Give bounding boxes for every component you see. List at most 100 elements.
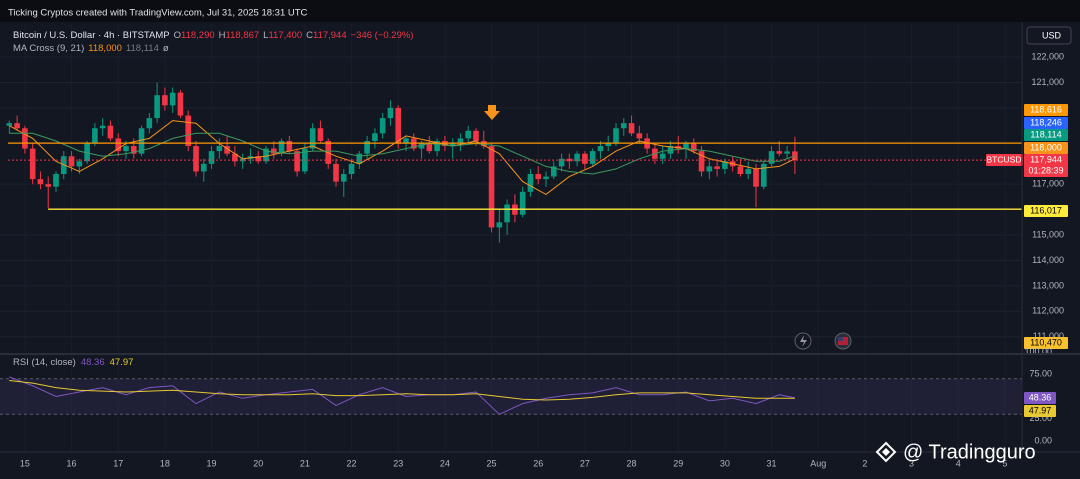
x-tick-label: 5	[1002, 458, 1007, 468]
x-tick-label: 27	[580, 458, 590, 468]
watermark-logo	[875, 441, 897, 463]
x-tick-label: 28	[627, 458, 637, 468]
legend-value: −346 (−0.29%)	[351, 30, 414, 41]
indicator-symbol: ø	[163, 43, 169, 54]
x-tick-label: 30	[720, 458, 730, 468]
candle-body	[22, 128, 28, 149]
ma-line	[9, 120, 796, 195]
candle-body	[620, 123, 627, 129]
candle-body	[473, 130, 479, 141]
x-tick-label: Aug	[810, 458, 826, 468]
indicator-name: MA Cross (9, 21)	[13, 43, 84, 54]
candle-body	[527, 174, 534, 192]
candle-body	[496, 222, 503, 228]
candle-body	[776, 151, 783, 154]
x-tick-label: 2	[862, 458, 867, 468]
candle-body	[434, 140, 440, 152]
legend-value: 117,944	[313, 30, 347, 41]
x-tick-label: 23	[393, 458, 403, 468]
value-label: 47.97	[1029, 405, 1052, 415]
plot: 122,000121,000120,000117,000115,000114,0…	[0, 24, 1068, 468]
x-tick-label: 29	[673, 458, 683, 468]
candle-body	[605, 143, 612, 147]
top-bar	[0, 0, 1080, 22]
candle-body	[193, 146, 199, 172]
value-label-box	[1024, 405, 1056, 417]
x-tick-label: 16	[67, 458, 77, 468]
price-label: 117,944	[1030, 154, 1062, 164]
y-tick-label: 75.00	[1029, 369, 1052, 379]
price-label: 118,616	[1030, 104, 1062, 114]
candle-body	[99, 125, 106, 129]
candle-body	[659, 153, 666, 159]
countdown: 01:28:39	[1028, 165, 1063, 175]
event-icon[interactable]	[794, 332, 812, 350]
candle-body	[403, 138, 409, 144]
candle-body	[239, 158, 246, 162]
legend-value: 117,400	[268, 30, 302, 41]
candle-body	[698, 151, 705, 172]
candle-body	[768, 151, 775, 164]
candle-body	[154, 95, 160, 119]
flag-canton	[838, 337, 843, 341]
value-label: 48.36	[1029, 392, 1052, 402]
legend-title: Bitcoin / U.S. Dollar · 4h · BITSTAMP	[13, 30, 170, 41]
indicator-value: 118,000	[88, 43, 122, 54]
candle-body	[286, 140, 293, 152]
candle-body	[628, 123, 635, 134]
symbol-tag	[986, 154, 1023, 166]
price-label-box	[1024, 154, 1068, 177]
x-tick-label: 19	[207, 458, 217, 468]
x-tick-label: 18	[160, 458, 170, 468]
candle-body	[224, 146, 230, 154]
rsi-legend-value: 48.36	[81, 357, 105, 368]
candle-body	[488, 146, 495, 228]
price-label: 116,017	[1030, 205, 1062, 215]
legend-value: 118,867	[226, 30, 260, 41]
candle-body	[115, 138, 122, 152]
candle-body	[519, 191, 526, 215]
candle-body	[706, 166, 713, 172]
candle-body	[597, 146, 604, 152]
legend-value: C	[306, 30, 313, 41]
y-tick-label: 117,000	[1032, 179, 1064, 189]
candle-body	[760, 163, 767, 187]
y-tick-label: 111,000	[1033, 331, 1064, 341]
price-label-box	[1024, 104, 1068, 116]
candle-body	[395, 107, 402, 144]
candle-body	[613, 128, 619, 144]
candle-body	[200, 163, 207, 172]
rsi-band	[0, 378, 1022, 415]
candle-body	[162, 95, 168, 106]
rsi-line	[9, 376, 796, 415]
y-tick-label: 25.00	[1029, 413, 1052, 423]
candle-body	[379, 118, 386, 134]
candle-body	[543, 176, 549, 180]
value-label-box	[1024, 392, 1056, 404]
x-tick-label: 15	[20, 458, 30, 468]
candle-body	[418, 143, 425, 149]
candle-body	[317, 128, 324, 141]
candle-body	[6, 123, 13, 126]
candle-body	[737, 166, 744, 175]
legend-value: H	[219, 30, 226, 41]
x-tick-label: 3	[909, 458, 914, 468]
candle-body	[550, 166, 557, 177]
candle-body	[123, 146, 129, 152]
candle-body	[255, 156, 262, 162]
candle-body	[449, 143, 456, 147]
y-tick-label: 114,000	[1032, 255, 1064, 265]
candle-body	[589, 151, 596, 164]
price-label-box	[1024, 129, 1068, 141]
candle-body	[92, 128, 98, 144]
price-label: 110,470	[1030, 337, 1062, 347]
currency-box[interactable]	[1026, 26, 1072, 45]
rsi-title: RSI (14, close)	[13, 357, 76, 368]
candle-body	[14, 123, 20, 129]
price-label: 118,000	[1030, 142, 1062, 152]
candle-body	[45, 184, 52, 187]
x-tick-label: 22	[347, 458, 357, 468]
signal-arrow	[484, 105, 500, 120]
candle-body	[278, 140, 285, 154]
